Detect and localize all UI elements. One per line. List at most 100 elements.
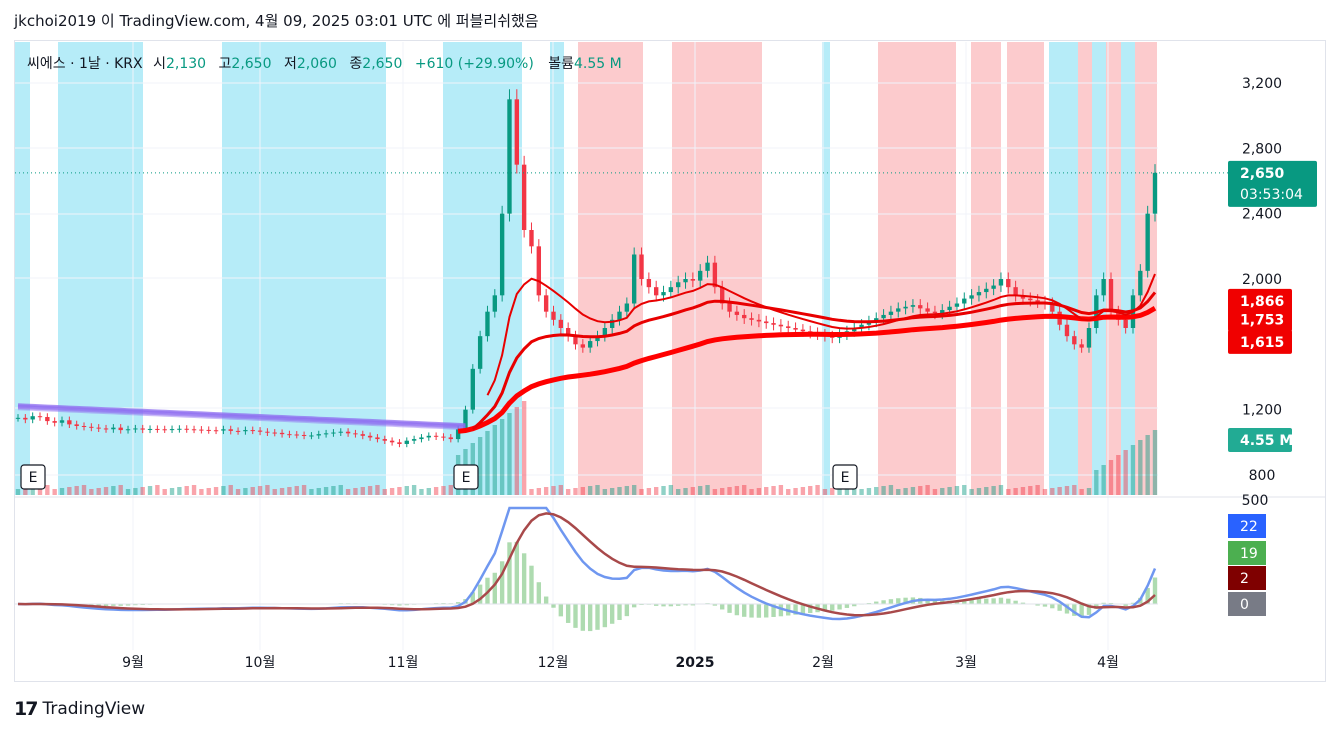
ema-fast-line xyxy=(486,273,1156,396)
candle-body xyxy=(962,298,967,304)
candle-body xyxy=(397,442,402,444)
volume-bar xyxy=(624,486,630,495)
histogram-bar xyxy=(103,604,109,607)
background-band xyxy=(322,42,386,495)
volume-bar xyxy=(918,486,923,495)
histogram-bar xyxy=(654,604,659,606)
volume-bar xyxy=(118,485,123,495)
histogram-bar xyxy=(631,604,637,608)
histogram-bar xyxy=(925,598,930,604)
candle-body xyxy=(419,437,424,440)
histogram-bar xyxy=(683,604,688,606)
volume-bar xyxy=(206,488,211,495)
histogram-bar xyxy=(397,604,402,606)
candle-body xyxy=(96,427,101,429)
volume-bar xyxy=(199,489,204,495)
volume-bar xyxy=(558,485,564,495)
chart-frame xyxy=(14,40,1326,682)
volume-bar xyxy=(15,489,21,495)
oscillator-badge-label: 19 xyxy=(1240,546,1258,562)
earnings-marker xyxy=(453,464,479,490)
candle-body xyxy=(316,434,321,436)
background-band xyxy=(1092,42,1106,495)
volume-bar xyxy=(859,489,864,495)
volume-bar xyxy=(521,401,527,495)
volume-bar xyxy=(433,487,439,495)
volume-bar xyxy=(837,487,842,495)
volume-bar xyxy=(155,485,160,495)
countdown-label: 03:53:04 xyxy=(1240,187,1303,203)
candle-body xyxy=(896,308,901,312)
histogram-bar xyxy=(1006,598,1011,604)
candle-body xyxy=(81,426,87,427)
volume-bar xyxy=(595,485,600,495)
volume-bar xyxy=(668,485,674,495)
background-band xyxy=(1121,42,1135,495)
volume-bar xyxy=(323,487,329,495)
tradingview-brand[interactable]: 17 TradingView xyxy=(14,698,145,720)
candle-body xyxy=(529,230,534,247)
histogram-bar xyxy=(1042,604,1048,607)
symbol-name[interactable]: 씨에스 · 1날 · KRX xyxy=(27,56,143,72)
histogram-bar xyxy=(690,604,696,606)
volume-bar xyxy=(331,486,336,495)
volume-bar xyxy=(742,485,747,495)
candle-body xyxy=(852,328,857,332)
low-value: 2,060 xyxy=(296,56,337,72)
price-badge xyxy=(1228,428,1292,452)
earnings-marker xyxy=(20,464,46,490)
ema-slow-line xyxy=(457,306,1157,434)
volume-bar xyxy=(1064,486,1070,495)
candle-body xyxy=(690,279,696,281)
volume-bar xyxy=(52,489,57,495)
open-value: 2,130 xyxy=(165,56,207,72)
volume-bar xyxy=(250,487,255,495)
volume-bar xyxy=(734,486,740,495)
candle-body xyxy=(1006,279,1011,288)
volume-bar xyxy=(529,489,534,495)
candle-body xyxy=(631,254,637,304)
volume-bar xyxy=(969,489,974,495)
histogram-bar xyxy=(1035,604,1040,606)
background-band xyxy=(1078,42,1092,495)
volume-bar xyxy=(712,489,718,495)
volume-bar xyxy=(705,485,710,495)
candle-body xyxy=(1020,295,1026,299)
candle-body xyxy=(1050,303,1055,312)
histogram-bar xyxy=(521,553,527,604)
volume-bar xyxy=(756,488,762,495)
volume-bar xyxy=(998,485,1004,495)
histogram-bar xyxy=(96,604,101,607)
candle-body xyxy=(455,429,461,440)
histogram-bar xyxy=(565,604,571,623)
volume-bar xyxy=(771,486,776,495)
volume-bar xyxy=(353,488,358,495)
volume-bar xyxy=(125,489,131,495)
histogram-bar xyxy=(404,604,409,606)
x-tick-label: 11월 xyxy=(388,655,419,671)
histogram-bar xyxy=(1079,604,1084,618)
volume-bar xyxy=(690,487,696,495)
x-tick-label: 12월 xyxy=(538,655,569,671)
volume-bar xyxy=(1145,435,1150,495)
volume-bar xyxy=(507,413,512,495)
candle-body xyxy=(367,435,373,438)
candle-body xyxy=(947,306,952,311)
volume-bar xyxy=(177,487,182,495)
candle-body xyxy=(118,427,123,431)
y-tick-label: 1,200 xyxy=(1242,403,1282,419)
candle-body xyxy=(734,311,740,315)
volume-bar xyxy=(800,487,806,495)
candle-body xyxy=(1035,300,1040,302)
candle-body xyxy=(30,416,35,420)
histogram-bar xyxy=(492,572,497,604)
candle-body xyxy=(661,292,666,296)
y-tick-label: 800 xyxy=(1249,468,1276,484)
candle-body xyxy=(1138,270,1143,296)
histogram-bar xyxy=(793,604,798,615)
price-badge-label: 4.55 M xyxy=(1240,433,1293,449)
background-band xyxy=(822,42,830,495)
oscillator-badge-label: 2 xyxy=(1240,571,1249,587)
candle-body xyxy=(191,429,197,431)
